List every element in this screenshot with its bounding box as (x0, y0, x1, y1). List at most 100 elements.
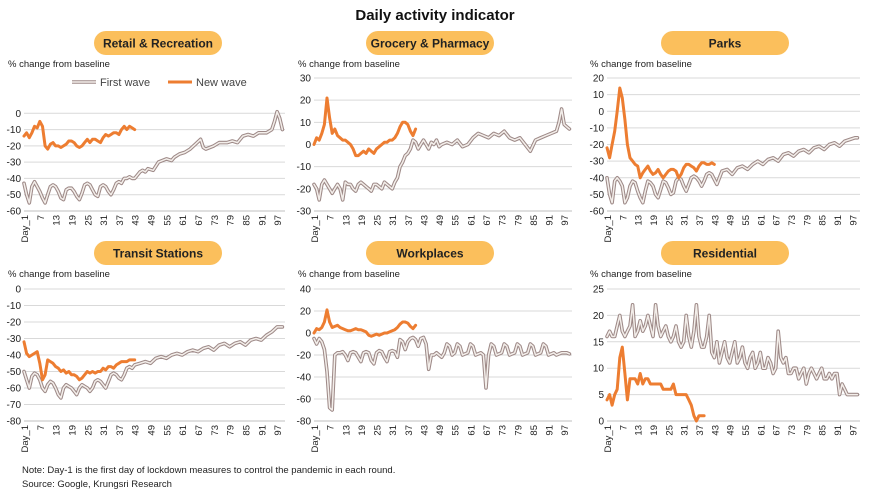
x-tick-label: 61 (756, 425, 767, 436)
x-tick-label: 43 (419, 425, 430, 436)
x-tick-label: 19 (649, 215, 660, 226)
y-tick-label: -60 (590, 207, 605, 218)
y-tick-label: 0 (15, 285, 21, 296)
x-tick-label: 85 (818, 215, 829, 226)
x-tick-label: 67 (772, 425, 783, 436)
x-tick-label: 61 (756, 215, 767, 226)
y-tick-label: -30 (7, 158, 22, 169)
y-tick-label: 40 (300, 285, 312, 296)
x-tick-label: 91 (833, 215, 844, 226)
x-tick-label: 37 (404, 215, 415, 226)
y-axis-label: % change from baseline (8, 59, 110, 70)
first-wave-line (23, 110, 284, 204)
new-wave-line (22, 340, 137, 382)
x-tick-label: 97 (848, 215, 859, 226)
new-wave-line (312, 308, 418, 338)
x-tick-label: 91 (833, 425, 844, 436)
x-tick-label: 49 (147, 215, 158, 226)
y-tick-label: -40 (590, 173, 605, 184)
chart-title-pill (94, 241, 222, 265)
x-tick-label: 43 (131, 425, 142, 436)
chart-legend: First wave New wave (72, 77, 247, 89)
x-tick-label: 91 (257, 425, 268, 436)
y-axis-label: % change from baseline (590, 269, 692, 280)
x-tick-label: 67 (482, 215, 493, 226)
chart-title: Residential (693, 247, 757, 261)
y-tick-label: -50 (7, 367, 22, 378)
y-tick-label: -80 (297, 417, 312, 428)
x-tick-label: 91 (545, 425, 556, 436)
x-tick-label: 67 (194, 425, 205, 436)
x-tick-label: 43 (710, 215, 721, 226)
y-tick-label: -40 (7, 351, 22, 362)
source-note: Source: Google, Krungsri Research (22, 479, 172, 490)
x-tick-label: 7 (618, 425, 629, 430)
x-tick-label: 31 (388, 215, 399, 226)
x-tick-label: 55 (162, 425, 173, 436)
y-tick-label: -10 (7, 125, 22, 136)
x-tick-label: 61 (466, 425, 477, 436)
y-tick-label: -50 (7, 190, 22, 201)
chart-title: Parks (709, 37, 742, 51)
legend-new-wave-label: New wave (196, 77, 247, 89)
x-tick-label: Day_1 (310, 425, 321, 452)
y-axis-label: % change from baseline (298, 269, 400, 280)
x-tick-label: 13 (634, 215, 645, 226)
x-tick-label: 79 (802, 425, 813, 436)
x-tick-label: 85 (241, 215, 252, 226)
y-tick-label: 0 (305, 140, 311, 151)
y-tick-label: -10 (7, 301, 22, 312)
x-tick-label: Day_1 (603, 425, 614, 452)
x-tick-label: Day_1 (310, 215, 321, 242)
new-wave-line (605, 86, 716, 180)
x-tick-label: 37 (695, 425, 706, 436)
x-tick-label: 79 (802, 215, 813, 226)
first-wave-line (313, 336, 571, 411)
x-tick-label: 85 (241, 425, 252, 436)
y-tick-label: -50 (590, 190, 605, 201)
x-tick-label: 49 (435, 425, 446, 436)
chart-panel-3: Transit Stations% change from baseline -8… (7, 241, 285, 452)
x-tick-label: 67 (482, 425, 493, 436)
x-tick-label: Day_1 (20, 215, 31, 242)
first-wave-line (606, 137, 859, 204)
footnote: Note: Day-1 is the first day of lockdown… (22, 465, 396, 476)
x-tick-label: 13 (52, 425, 63, 436)
chart-panel-4: Workplaces % change from baseline -80 -60 -4… (297, 241, 572, 452)
y-tick-label: -70 (7, 400, 22, 411)
x-tick-label: 67 (194, 215, 205, 226)
x-tick-label: 13 (634, 425, 645, 436)
x-tick-label: 25 (83, 425, 94, 436)
y-tick-label: -20 (590, 140, 605, 151)
x-tick-label: 31 (680, 215, 691, 226)
x-tick-label: 91 (545, 215, 556, 226)
new-wave-line (22, 119, 137, 151)
y-tick-label: -80 (7, 417, 22, 428)
x-tick-label: 19 (649, 425, 660, 436)
first-wave-line (606, 304, 859, 396)
x-tick-label: 13 (341, 215, 352, 226)
y-tick-label: 5 (598, 390, 604, 401)
page-title: Daily activity indicator (355, 7, 515, 24)
x-tick-label: 31 (99, 425, 110, 436)
x-tick-label: 61 (178, 215, 189, 226)
x-tick-label: 43 (710, 425, 721, 436)
x-tick-label: 7 (326, 425, 337, 430)
x-tick-label: 97 (848, 425, 859, 436)
x-tick-label: 55 (741, 215, 752, 226)
x-tick-label: 31 (388, 425, 399, 436)
x-tick-label: 97 (560, 425, 571, 436)
x-tick-label: 31 (680, 425, 691, 436)
x-tick-label: 37 (115, 215, 126, 226)
y-tick-label: 10 (593, 90, 605, 101)
y-tick-label: 20 (593, 74, 605, 85)
x-tick-label: 19 (357, 215, 368, 226)
x-tick-label: 55 (451, 425, 462, 436)
y-tick-label: -20 (7, 141, 22, 152)
chart-title: Workplaces (396, 247, 463, 261)
y-tick-label: -10 (590, 123, 605, 134)
y-tick-label: 20 (593, 311, 605, 322)
chart-panel-1: Grocery & Pharmacy % change from baseline… (297, 31, 572, 242)
y-tick-label: 20 (300, 96, 312, 107)
